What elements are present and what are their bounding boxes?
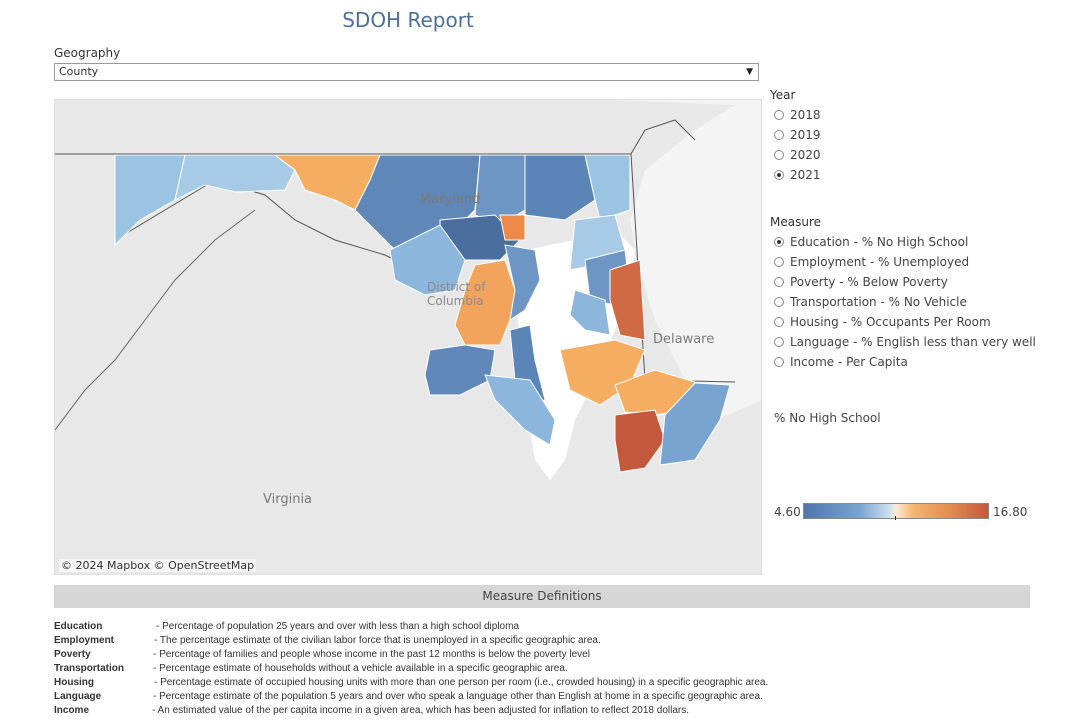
- radio-icon[interactable]: [774, 337, 784, 347]
- radio-icon[interactable]: [774, 297, 784, 307]
- definition-term: Language: [54, 691, 102, 702]
- year-label: Year: [770, 88, 796, 102]
- radio-icon[interactable]: [774, 130, 784, 140]
- definition-text: - Percentage estimate of the population …: [153, 691, 763, 702]
- county-prince-georges: [454, 259, 516, 346]
- definition-text: - Percentage of families and people whos…: [153, 649, 590, 660]
- radio-icon[interactable]: [774, 110, 784, 120]
- definition-text: - Percentage estimate of households with…: [153, 663, 568, 674]
- county-garrett: [114, 154, 186, 247]
- year-option-2020[interactable]: 2020: [774, 147, 821, 163]
- year-option-2019[interactable]: 2019: [774, 127, 821, 143]
- map-canvas[interactable]: [55, 100, 762, 575]
- radio-icon[interactable]: [774, 357, 784, 367]
- definition-term: Poverty: [54, 649, 91, 660]
- county-montgomery: [389, 224, 466, 296]
- state-border-west-virginia: [114, 179, 396, 261]
- map-label-virginia: Virginia: [263, 492, 313, 507]
- page-title: SDOH Report: [342, 8, 474, 32]
- state-border-virginia: [55, 209, 256, 431]
- legend-max-value: 16.80: [993, 505, 1028, 519]
- definition-text: - The percentage estimate of the civilia…: [154, 635, 601, 646]
- measure-option-language[interactable]: Language - % English less than very well: [774, 334, 1036, 350]
- color-legend-bar[interactable]: [803, 503, 989, 519]
- radio-selected-icon[interactable]: [774, 237, 784, 247]
- map-label-maryland: Maryland: [420, 192, 481, 207]
- state-border-north: [55, 119, 696, 155]
- county-worcester: [659, 382, 731, 466]
- measure-label: Measure: [770, 215, 821, 229]
- radio-selected-icon[interactable]: [774, 170, 784, 180]
- definitions-header: Measure Definitions: [54, 585, 1030, 608]
- definition-term: Transportation: [54, 663, 125, 674]
- definition-text: - Percentage of population 25 years and …: [156, 621, 520, 632]
- map-label-delaware: Delaware: [653, 332, 715, 347]
- geography-selected-value: County: [59, 65, 99, 78]
- measure-option-poverty[interactable]: Poverty - % Below Poverty: [774, 274, 948, 290]
- measure-option-housing[interactable]: Housing - % Occupants Per Room: [774, 314, 991, 330]
- definition-text: - An estimated value of the per capita i…: [152, 705, 689, 716]
- geography-dropdown[interactable]: County ▼: [54, 63, 759, 81]
- ocean-area: [615, 100, 761, 420]
- county-caroline: [609, 259, 646, 341]
- year-option-2021[interactable]: 2021: [774, 167, 821, 183]
- definition-text: - Percentage estimate of occupied housin…: [154, 677, 769, 688]
- measure-option-employment[interactable]: Employment - % Unemployed: [774, 254, 969, 270]
- chevron-down-icon[interactable]: ▼: [746, 67, 753, 77]
- radio-icon[interactable]: [774, 150, 784, 160]
- radio-icon[interactable]: [774, 257, 784, 267]
- county-st-marys: [484, 374, 556, 446]
- county-anne-arundel: [504, 244, 541, 322]
- map-label-dc: District of Columbia: [427, 280, 486, 308]
- definition-term: Employment: [54, 635, 115, 646]
- radio-icon[interactable]: [774, 277, 784, 287]
- map-attribution[interactable]: © 2024 Mapbox © OpenStreetMap: [59, 559, 257, 572]
- measure-option-income[interactable]: Income - Per Capita: [774, 354, 908, 370]
- choropleth-map[interactable]: Maryland District of Columbia Delaware V…: [54, 99, 762, 575]
- county-somerset: [614, 409, 666, 473]
- legend-min-value: 4.60: [774, 505, 801, 519]
- county-baltimore: [524, 154, 596, 221]
- measure-option-transportation[interactable]: Transportation - % No Vehicle: [774, 294, 967, 310]
- year-option-2018[interactable]: 2018: [774, 107, 821, 123]
- county-charles: [424, 344, 496, 396]
- county-talbot: [569, 289, 611, 336]
- geography-label: Geography: [54, 46, 121, 60]
- radio-icon[interactable]: [774, 317, 784, 327]
- legend-title: % No High School: [774, 411, 881, 425]
- county-baltimore-city: [499, 214, 526, 241]
- legend-tick-marker: [895, 516, 896, 520]
- definition-term: Housing: [54, 677, 94, 688]
- definition-term: Education: [54, 621, 103, 632]
- measure-option-education[interactable]: Education - % No High School: [774, 234, 968, 250]
- definition-term: Income: [54, 705, 90, 716]
